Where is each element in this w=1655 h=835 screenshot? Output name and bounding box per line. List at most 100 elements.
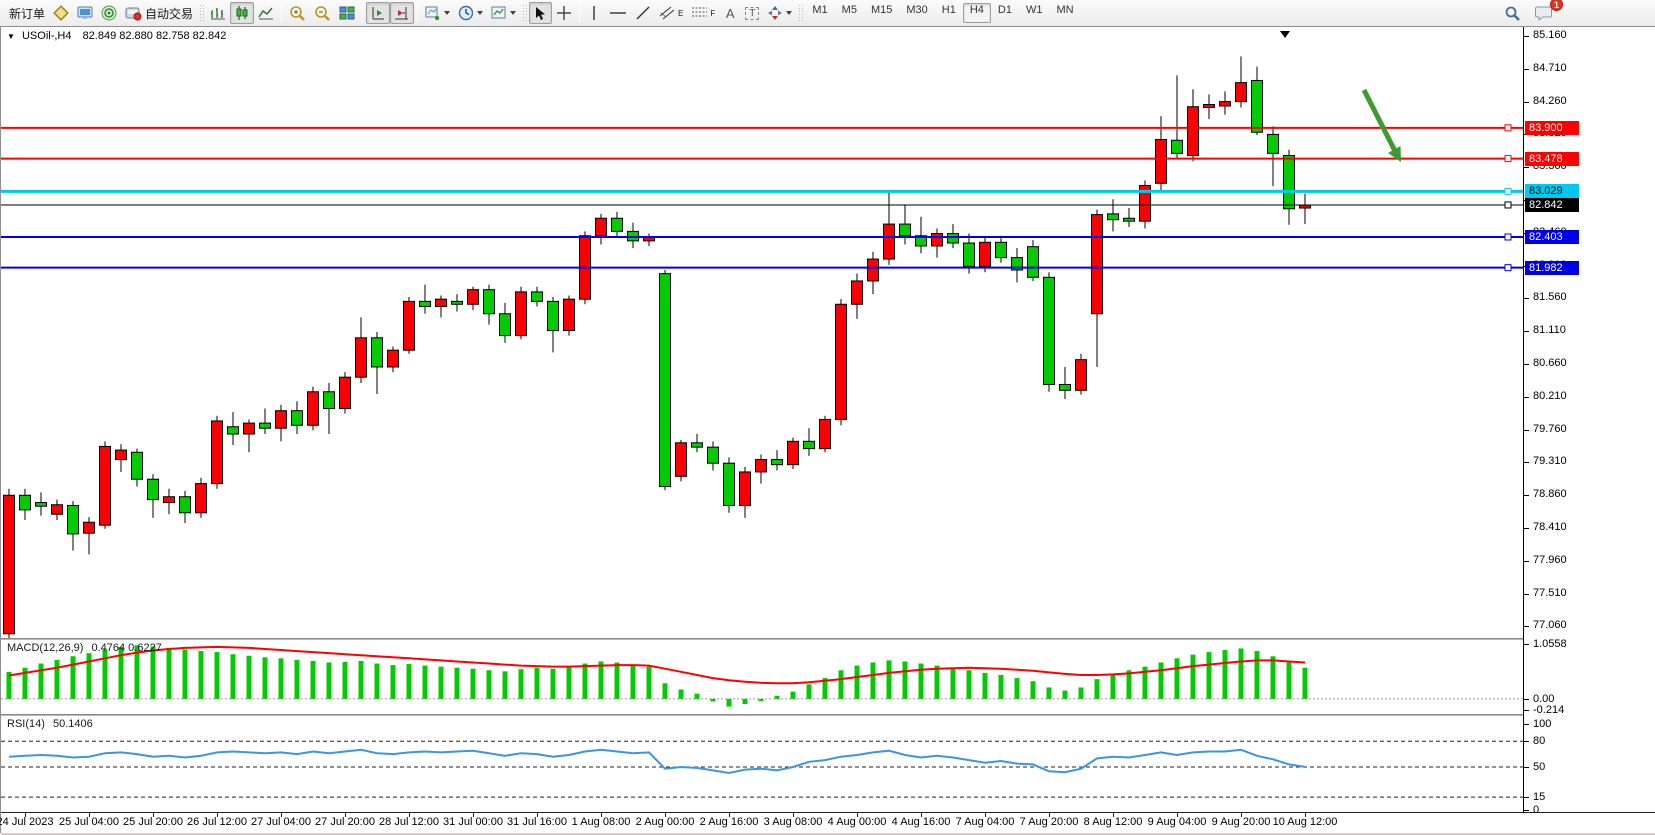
tile-windows-button[interactable] [335,2,359,24]
time-label: 9 Aug 04:00 [1147,816,1207,828]
price-tick-label: 79.760 [1533,422,1567,435]
timeframe-m30[interactable]: M30 [906,4,928,16]
level-handle[interactable] [1504,124,1512,132]
time-label: 4 Aug 16:00 [891,816,951,828]
macd-scale-label: -0.214 [1533,703,1565,716]
new-order-button[interactable]: 新订单 [2,2,49,24]
trendline-tool-button[interactable] [631,2,655,24]
arrow-object[interactable] [1361,88,1401,162]
level-handle[interactable] [1504,264,1512,272]
cursor-icon [536,6,546,20]
equidistant-channel-tool-button[interactable]: E [655,2,687,24]
timeframe-w1[interactable]: W1 [1025,4,1043,16]
vertical-line-tool-button[interactable] [583,2,605,24]
timeframe-m15[interactable]: M15 [870,4,893,16]
time-label: 2 Aug 16:00 [699,816,759,828]
text-label-tool-button[interactable]: T [741,2,763,24]
time-tick [1177,813,1178,817]
symbol-dropdown-icon[interactable]: ▼ [7,32,15,41]
chart-title: ▼ USOil-,H4 82.849 82.880 82.758 82.842 [7,30,226,42]
new-order-label: 新订单 [9,6,46,21]
level-handle[interactable] [1504,187,1512,195]
rsi-label: RSI(14) 50.1406 [7,718,93,730]
macd-panel-canvas[interactable] [1,640,1523,714]
timeframe-h4[interactable]: H4 [962,3,991,23]
panel-separator[interactable] [1,714,1655,716]
level-price-tag: 83.900 [1525,120,1579,135]
arrows-tool-button[interactable] [763,2,796,24]
timeframe-mn[interactable]: MN [1056,4,1074,16]
time-tick [153,813,154,817]
toolbar-grip [798,4,804,22]
toolbar-grip [522,4,528,22]
line-chart-type-button[interactable] [254,2,278,24]
time-label: 10 Aug 12:00 [1272,816,1338,828]
cursor-tool-button[interactable] [529,2,553,24]
time-tick [1305,813,1306,817]
level-handle[interactable] [1504,155,1512,163]
price-tick [1524,68,1529,70]
periods-button[interactable] [454,2,487,24]
timeframe-m1[interactable]: M1 [812,4,828,16]
timeframe-m5[interactable]: M5 [841,4,857,16]
autotrading-button[interactable]: 自动交易 [121,2,197,24]
clock-icon [458,5,474,21]
fibo-tool-suffix: F [710,8,716,18]
fibonacci-tool-button[interactable]: F [687,2,719,24]
price-chart-canvas[interactable] [1,27,1523,638]
chart-shift-button[interactable] [366,2,391,24]
auto-scroll-button[interactable] [390,2,415,24]
expert-advisors-icon[interactable] [49,2,73,24]
symbol-period-label: USOil-,H4 [21,30,72,42]
text-tool-button[interactable]: A [719,2,741,24]
rsi-panel-canvas[interactable] [1,716,1523,812]
price-tick [1524,364,1529,366]
timeframe-h1[interactable]: H1 [941,4,956,16]
price-axis[interactable]: 85.16084.71084.26083.81083.36082.91082.4… [1523,27,1655,816]
rsi-scale-tick [1524,797,1529,799]
zoom-out-button[interactable] [310,2,335,24]
time-tick [537,813,538,817]
price-tick [1524,462,1529,464]
bar-chart-type-button[interactable] [206,2,230,24]
chart-shift-marker[interactable] [1280,31,1290,38]
dropdown-caret-icon [477,11,484,15]
time-label: 2 Aug 00:00 [635,816,695,828]
price-tick-label: 81.560 [1533,291,1567,304]
price-tick [1524,167,1529,169]
time-tick [217,813,218,817]
level-handle[interactable] [1504,233,1512,241]
level-price-tag: 83.029 [1525,184,1579,199]
search-button[interactable] [1500,2,1525,24]
bar-chart-icon [211,8,226,20]
current-price-tag: 82.842 [1525,197,1579,212]
timeframe-d1[interactable]: D1 [997,4,1012,16]
dropdown-caret-icon [510,11,517,15]
notification-badge: 1 [1550,0,1563,11]
signals-icon-button[interactable] [97,2,121,24]
terminal-icon-button[interactable] [73,2,97,24]
level-handle[interactable] [1504,201,1512,209]
new-chart-button[interactable] [421,2,454,24]
time-label: 25 Jul 04:00 [59,816,119,828]
templates-button[interactable] [487,2,520,24]
time-label: 8 Aug 12:00 [1083,816,1143,828]
zoom-in-button[interactable] [285,2,310,24]
candlestick-chart-type-button[interactable] [230,2,255,24]
time-label: 3 Aug 08:00 [763,816,823,828]
chart-shift-icon [372,7,385,20]
panel-separator[interactable] [1,638,1655,640]
autotrading-label: 自动交易 [145,6,194,21]
toolbar-separator [362,3,364,23]
toolbar: 新订单 [0,0,1655,27]
notifications-button[interactable]: 1 [1531,0,1563,24]
arrows-icon [768,6,783,20]
time-label: 28 Jul 12:00 [379,816,439,828]
level-lines-layer[interactable] [1,124,1523,272]
price-tick-label: 85.160 [1533,29,1567,41]
rsi-scale-tick [1524,810,1529,811]
horizontal-line-tool-button[interactable] [605,2,631,24]
crosshair-tool-button[interactable] [552,2,576,24]
time-axis[interactable]: 24 Jul 2023 25 Jul 04:00 25 Jul 20:00 26 Ju… [0,813,1523,833]
